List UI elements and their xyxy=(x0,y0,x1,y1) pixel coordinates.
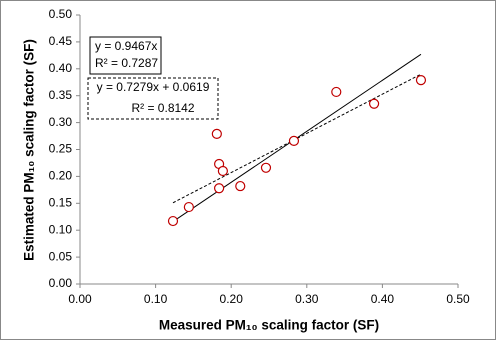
x-tick-label: 0.20 xyxy=(220,292,244,306)
annotation-box xyxy=(87,77,219,120)
data-point xyxy=(288,135,300,146)
data-point xyxy=(260,162,272,173)
annotation-text: y = 0.7279x + 0.0619 xyxy=(97,80,210,94)
data-point xyxy=(214,183,225,194)
annotation-text: y = 0.9467x xyxy=(95,39,157,53)
y-tick-label: 0.00 xyxy=(49,276,73,290)
x-tick-label: 0.50 xyxy=(446,292,470,306)
data-point xyxy=(183,201,194,213)
data-point xyxy=(211,128,222,139)
y-tick-label: 0.30 xyxy=(49,115,73,129)
y-tick-label: 0.35 xyxy=(49,88,73,102)
y-tick-label: 0.05 xyxy=(49,249,73,263)
x-tick-label: 0.40 xyxy=(371,292,395,306)
data-point xyxy=(331,86,342,98)
data-point xyxy=(217,165,228,177)
data-point xyxy=(415,74,427,86)
data-point xyxy=(235,180,246,192)
y-tick-label: 0.10 xyxy=(49,222,73,236)
data-point xyxy=(167,215,179,227)
y-tick-label: 0.50 xyxy=(49,7,73,21)
x-tick-label: 0.30 xyxy=(295,292,319,306)
annotation-box xyxy=(89,36,162,75)
y-tick-label: 0.15 xyxy=(49,195,73,209)
y-axis-title: Estimated PM₁₀ scaling factor (SF) xyxy=(22,39,37,261)
x-tick-label: 0.10 xyxy=(144,292,168,306)
x-tick-label: 0.00 xyxy=(68,292,92,306)
y-tick-label: 0.40 xyxy=(49,61,73,75)
x-axis-title: Measured PM₁₀ scaling factor (SF) xyxy=(159,318,379,333)
annotation-text: R² = 0.8142 xyxy=(131,101,194,115)
y-tick-label: 0.20 xyxy=(49,169,73,183)
trendline xyxy=(172,73,422,204)
annotation-text: R² = 0.7287 xyxy=(95,56,158,70)
data-point xyxy=(368,98,380,109)
y-tick-label: 0.25 xyxy=(49,142,73,156)
y-tick-label: 0.45 xyxy=(49,34,73,48)
